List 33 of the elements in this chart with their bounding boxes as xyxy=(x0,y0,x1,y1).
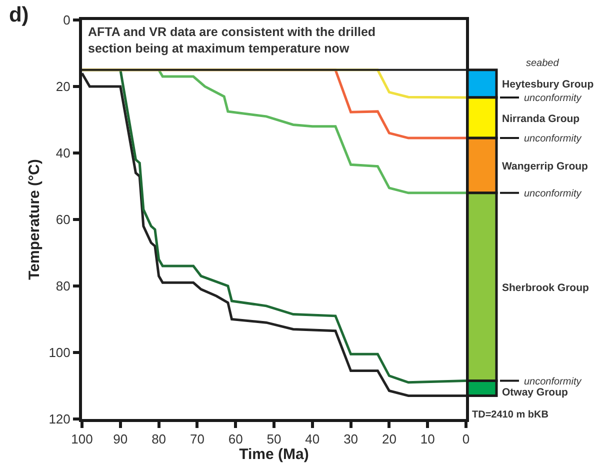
y-tick-label: 120 xyxy=(48,412,70,427)
x-tick-label: 90 xyxy=(113,432,128,447)
category-label: Sherbrook Group xyxy=(502,282,589,294)
x-axis-title: Time (Ma) xyxy=(239,446,309,463)
text: unconformity xyxy=(524,376,582,388)
y-tick-label: 40 xyxy=(56,146,70,161)
text: unconformity xyxy=(524,188,582,200)
y-tick-label: 80 xyxy=(56,278,70,294)
x-tick-label: 60 xyxy=(228,432,243,447)
x-tick-label: 10 xyxy=(420,432,435,447)
text: seabed xyxy=(526,58,560,69)
x-tick-label: 70 xyxy=(190,432,204,447)
category-label: Otway Group xyxy=(502,386,568,398)
category-label: Nirranda Group xyxy=(502,112,580,125)
x-tick-label: 40 xyxy=(305,432,320,447)
x-tick-label: 30 xyxy=(344,432,358,447)
x-tick-label: 100 xyxy=(71,432,93,447)
y-tick-label: 20 xyxy=(56,79,70,94)
annotation: AFTA and VR data are consistent with the drilled section being at maximum temperature now xyxy=(88,25,376,56)
text: TD=2410 m bKB xyxy=(472,410,548,421)
category-label: Wangerrip Group xyxy=(502,160,588,172)
y-tick-label: 100 xyxy=(48,345,70,360)
y-axis-title: Temperature (°C) xyxy=(26,159,43,280)
y-tick-label: 0 xyxy=(63,12,70,28)
x-tick-label: 50 xyxy=(266,432,282,447)
x-tick-label: 80 xyxy=(152,432,166,447)
chart-title: d) xyxy=(8,4,29,27)
category-label: Heytesbury Group xyxy=(502,78,594,91)
text: unconformity xyxy=(524,134,582,145)
x-tick-label: 20 xyxy=(382,432,396,447)
x-tick-label: 0 xyxy=(462,432,470,447)
y-tick-label: 60 xyxy=(56,212,70,228)
text: unconformity xyxy=(524,92,582,104)
